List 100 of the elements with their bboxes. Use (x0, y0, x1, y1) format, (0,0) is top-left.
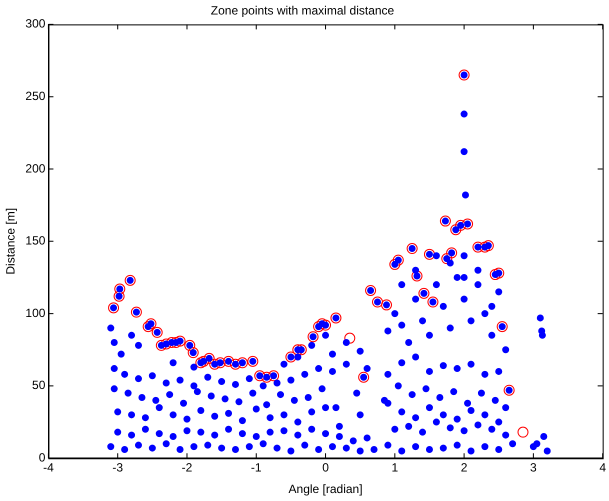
point (336, 433, 343, 440)
point (436, 394, 444, 401)
point (464, 400, 472, 407)
point (478, 390, 485, 397)
point (426, 368, 433, 375)
point (183, 427, 190, 434)
point (121, 446, 128, 454)
point (398, 359, 406, 366)
point (280, 360, 288, 368)
point (322, 332, 330, 339)
point (350, 437, 357, 444)
point (342, 444, 350, 452)
point (495, 446, 502, 454)
point (460, 148, 468, 156)
point (204, 374, 212, 381)
point (502, 404, 510, 412)
point (384, 370, 392, 378)
point (446, 324, 454, 332)
point (328, 443, 336, 450)
point (328, 368, 336, 375)
point (460, 427, 468, 434)
y-tick-label: 200 (25, 161, 46, 176)
x-tick-label: 4 (599, 460, 606, 475)
point (252, 433, 260, 440)
point (318, 385, 326, 392)
point (408, 391, 416, 398)
point (208, 392, 215, 400)
point (238, 417, 246, 424)
point (481, 411, 488, 418)
point (235, 398, 242, 406)
y-tick-label: 150 (25, 234, 46, 248)
point (426, 404, 433, 412)
point (419, 428, 426, 436)
x-tick-label: -2 (182, 460, 193, 475)
point (170, 359, 177, 366)
point (162, 440, 170, 448)
point (114, 428, 122, 436)
point (468, 447, 475, 454)
point (315, 446, 322, 454)
point (294, 432, 302, 439)
point (176, 446, 184, 454)
point (211, 432, 218, 439)
point (412, 443, 420, 450)
point (405, 422, 412, 430)
point (277, 391, 284, 398)
point (488, 302, 496, 310)
point (170, 433, 177, 440)
point (454, 442, 461, 449)
point (301, 442, 308, 449)
point (460, 110, 468, 118)
point (118, 350, 125, 358)
point (502, 346, 510, 354)
point (540, 433, 548, 440)
point (308, 408, 316, 416)
x-tick-label: -1 (250, 460, 262, 475)
point (336, 422, 343, 430)
point (495, 368, 502, 375)
point (398, 447, 406, 454)
point (426, 332, 433, 339)
x-tick-label: 2 (460, 460, 468, 475)
point (134, 375, 142, 382)
point (110, 365, 118, 372)
point (488, 332, 496, 339)
point (509, 440, 516, 448)
point (364, 365, 371, 372)
point (274, 380, 281, 387)
point (432, 418, 440, 426)
point (204, 442, 212, 449)
point (166, 391, 174, 398)
point (391, 426, 398, 433)
point (290, 396, 298, 404)
point (222, 395, 229, 402)
point (474, 266, 482, 274)
point (107, 324, 114, 332)
point (225, 426, 232, 433)
x-tick-label: -4 (43, 460, 54, 475)
point (134, 442, 142, 449)
point (538, 332, 546, 339)
point (454, 274, 461, 281)
point (197, 406, 204, 414)
point (246, 375, 253, 382)
point (468, 406, 475, 414)
point (412, 353, 420, 360)
point (384, 442, 392, 449)
chart-title: Zone points with maximal distance (210, 4, 395, 18)
point (446, 424, 454, 432)
point (232, 446, 239, 454)
point (114, 408, 122, 416)
x-tick-label: 1 (391, 460, 398, 475)
point (364, 434, 371, 442)
point (322, 430, 330, 438)
point (280, 411, 288, 418)
point (304, 394, 312, 401)
point (462, 192, 469, 199)
point (495, 288, 502, 296)
point (110, 385, 118, 392)
point (454, 416, 461, 423)
point (128, 432, 136, 439)
point (440, 444, 447, 452)
point (474, 281, 482, 288)
